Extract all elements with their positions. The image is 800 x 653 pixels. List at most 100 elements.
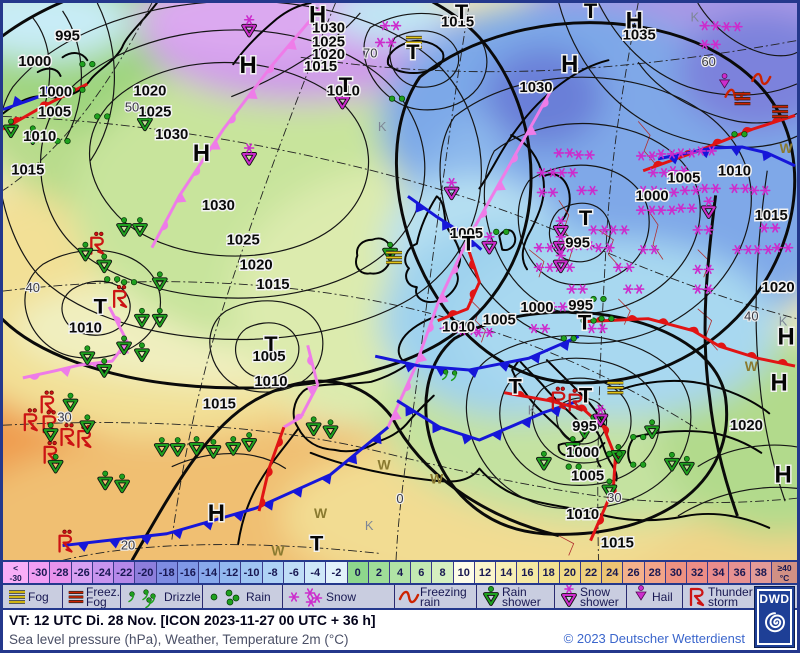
wx-symbol-ss	[241, 15, 257, 38]
low-center: T	[310, 531, 324, 556]
scale-cell: -30	[29, 562, 51, 584]
wx-symbol-sn2	[546, 302, 569, 312]
wx-symbol-rs	[132, 217, 148, 237]
wx-symbol-ts	[23, 408, 38, 432]
wx-symbol-sn2	[732, 244, 754, 255]
scale-cell: 24	[602, 562, 624, 584]
wx-symbol-sn2	[675, 203, 698, 213]
wx-symbol-sn2	[695, 146, 717, 156]
wx-symbol-sn2	[536, 187, 559, 198]
wx-symbol-sn2	[635, 151, 658, 161]
warm-front	[437, 249, 481, 323]
wx-symbol-rs	[205, 439, 222, 459]
wx-symbol-rn2	[54, 138, 71, 145]
pressure-label: 1020	[312, 47, 345, 63]
high-center: H	[309, 3, 326, 29]
wx-symbol-rn2	[630, 433, 647, 441]
wx-symbol-sn2	[374, 37, 397, 48]
wx-symbol-rn2	[560, 335, 577, 342]
low-center: T	[339, 72, 353, 97]
wx-symbol-rs	[97, 470, 114, 491]
hail-icon	[635, 585, 647, 601]
wx-symbol-sn2	[586, 323, 608, 334]
legend-label: Freez. Fog	[85, 585, 120, 609]
pressure-label: 1015	[755, 208, 788, 224]
pressure-label: 995	[568, 298, 593, 314]
legend-item-freezing_fog: Freez. Fog	[63, 585, 121, 609]
latitude-label: 70	[363, 45, 377, 60]
scale-cell: -4	[305, 562, 327, 584]
wx-symbol-rs	[24, 125, 41, 145]
occluded-front	[150, 6, 322, 249]
pressure-label: 1025	[138, 104, 171, 120]
low-center: T	[455, 3, 469, 24]
wx-symbol-rn2	[606, 450, 623, 457]
wx-symbol-sn2	[655, 149, 678, 159]
latitude-label: 40	[744, 309, 758, 324]
wx-symbol-sn2	[655, 205, 678, 215]
wx-symbol-rs	[134, 342, 150, 362]
pressure-label: 1010	[23, 129, 56, 145]
pressure-label: 1015	[441, 15, 474, 31]
wx-symbol-ss	[481, 232, 498, 255]
low-center: T	[579, 383, 593, 408]
wx-symbol-rs	[77, 241, 94, 262]
legend-label: Fog	[28, 589, 49, 604]
low-center: T	[406, 39, 420, 64]
wx-symbol-sn2	[439, 323, 461, 334]
scale-cell: 34	[708, 562, 730, 584]
wx-symbol-rs	[151, 271, 168, 291]
warm-front	[642, 114, 796, 173]
latitude-label: 40	[26, 280, 40, 295]
wx-symbol-sn2	[749, 185, 771, 196]
weather-map: 995 1000 1000 1005 1010 1015 1020 1025 1030 1030 1…	[3, 3, 797, 563]
legend-label: Snow shower	[580, 585, 619, 609]
pressure-label: 1020	[133, 84, 166, 100]
wx-symbol-sn2	[623, 284, 645, 294]
w-label: W	[745, 358, 759, 374]
wx-symbol-rs	[116, 335, 132, 356]
pressure-label: 1010	[718, 164, 751, 180]
scale-cell: 36	[729, 562, 751, 584]
map-canvas: 9951000100010051010101510201025103010301…	[3, 3, 797, 561]
wx-symbol-sn2	[692, 225, 714, 235]
wx-symbol-fzfg	[734, 92, 751, 106]
wx-symbol-sn2	[573, 150, 595, 160]
scale-cell: -10	[241, 562, 263, 584]
wx-symbol-rs	[601, 478, 618, 499]
scale-cell: -16	[177, 562, 200, 584]
pressure-label: 1030	[312, 21, 345, 37]
freezing_fog-icon	[68, 590, 84, 603]
wx-symbol-rs	[137, 111, 153, 132]
wx-symbol-rn2	[388, 95, 406, 102]
dwd-logo: DWD	[754, 586, 795, 648]
wx-symbol-ss	[552, 232, 569, 255]
pressure-label: 1020	[240, 257, 273, 273]
wx-symbol-sn2	[613, 262, 635, 273]
wx-symbol-rn2	[120, 279, 138, 286]
wx-symbol-sn2	[635, 205, 658, 215]
isobars-bold	[3, 3, 797, 561]
wx-symbol-sn2	[679, 185, 702, 196]
wx-symbol-ss	[443, 177, 460, 201]
wx-symbol-ss	[700, 196, 717, 219]
cold-front	[396, 399, 578, 445]
wx-symbol-rs	[114, 473, 130, 494]
wx-symbol-sn2	[473, 327, 495, 338]
legend-item-fog: Fog	[3, 585, 63, 609]
wx-symbol-ss	[592, 404, 609, 428]
legend-item-thunderstorm: Thunder storm	[683, 585, 759, 608]
wx-symbol-rs	[3, 118, 19, 139]
wx-symbol-ts	[90, 231, 105, 255]
wx-symbol-sn2	[576, 185, 598, 196]
pressure-label: 1005	[450, 226, 483, 242]
wx-symbol-sn2	[675, 148, 698, 158]
weather-legend: Fog Freez. Fog Drizzle Rain Snow Freezing rain R…	[3, 585, 797, 611]
rain_shower-icon	[483, 585, 499, 606]
wx-symbol-rs	[564, 436, 581, 456]
pressure-label: 995	[572, 419, 597, 435]
scale-cell: -2	[326, 562, 348, 584]
latitude-label: 30	[607, 490, 621, 505]
